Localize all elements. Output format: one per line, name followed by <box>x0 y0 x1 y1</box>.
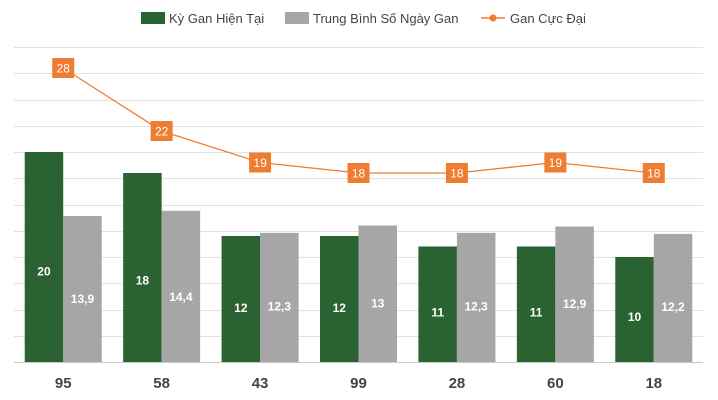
bar-average-58 <box>161 210 201 362</box>
bar-value-label: 13,9 <box>71 292 95 306</box>
category-label-60: 60 <box>547 375 564 392</box>
line-value-box <box>544 152 567 173</box>
bars: 20 18 12 12 11 11 10 13,9 14,4 12,3 13 12,3 12,9 12,2 <box>24 152 693 362</box>
bar-value-label: 13 <box>371 296 385 310</box>
bar-current-43 <box>221 236 261 362</box>
line-point-18: 18 <box>642 163 665 183</box>
line-value-box <box>249 152 272 173</box>
legend-label-max: Gan Cực Đại <box>510 11 586 26</box>
bar-current-60 <box>516 246 556 362</box>
legend-swatch-average <box>285 12 309 24</box>
line-point-28: 18 <box>445 163 468 183</box>
line-value-label: 18 <box>647 167 661 181</box>
category-label-28: 28 <box>449 375 466 392</box>
bar-value-label: 10 <box>628 310 642 324</box>
legend-item-average: Trung Bình Số Ngày Gan <box>285 11 459 26</box>
category-label-99: 99 <box>350 375 367 392</box>
category-label-95: 95 <box>55 375 72 392</box>
bar-average-99 <box>358 225 397 362</box>
line-point-99: 18 <box>347 163 370 183</box>
line-value-box <box>150 121 173 141</box>
line-value-label: 19 <box>253 156 267 170</box>
category-labels: 95 58 43 99 28 60 18 <box>55 375 662 392</box>
bar-value-label: 20 <box>37 265 51 279</box>
bar-value-label: 12,3 <box>464 299 488 313</box>
line-value-box <box>52 58 75 78</box>
bar-average-18 <box>653 233 693 362</box>
line-value-label: 19 <box>549 156 563 170</box>
line-point-95: 28 <box>52 58 75 78</box>
bar-value-label: 12,2 <box>661 300 685 314</box>
legend-label-current: Kỳ Gan Hiện Tại <box>169 11 264 26</box>
bar-value-label: 14,4 <box>169 290 193 304</box>
line-series: 28 22 19 18 18 19 18 <box>52 58 665 183</box>
bar-current-18 <box>615 257 654 362</box>
legend: Kỳ Gan Hiện Tại Trung Bình Số Ngày Gan G… <box>141 11 586 26</box>
legend-label-average: Trung Bình Số Ngày Gan <box>313 11 459 26</box>
legend-item-current: Kỳ Gan Hiện Tại <box>141 11 264 26</box>
legend-marker-max <box>489 14 497 22</box>
bar-current-58 <box>123 173 162 362</box>
line-value-label: 22 <box>155 125 169 139</box>
category-label-58: 58 <box>153 375 170 392</box>
line-point-60: 19 <box>544 152 567 173</box>
bar-value-label: 12 <box>333 301 347 315</box>
bar-value-label: 12,3 <box>268 299 292 313</box>
bar-average-28 <box>456 232 496 362</box>
line-value-box <box>445 163 468 183</box>
line-value-label: 18 <box>450 167 464 181</box>
bar-value-label: 12,9 <box>563 297 587 311</box>
line-point-58: 22 <box>150 121 173 141</box>
bar-current-95 <box>24 152 64 362</box>
bar-current-28 <box>418 246 457 362</box>
bar-current-99 <box>320 236 359 362</box>
line-value-label: 28 <box>57 62 71 76</box>
bar-value-label: 11 <box>530 305 543 319</box>
line-value-box <box>642 163 665 183</box>
line-point-43: 19 <box>249 152 272 173</box>
bar-average-95 <box>63 216 102 362</box>
category-label-43: 43 <box>252 375 269 392</box>
line-value-label: 18 <box>352 167 366 181</box>
line-value-box <box>347 163 370 183</box>
bar-average-60 <box>555 226 594 362</box>
legend-swatch-current <box>141 12 165 24</box>
bar-value-label: 11 <box>431 305 444 319</box>
bar-value-label: 12 <box>234 301 248 315</box>
bar-value-label: 18 <box>136 274 150 288</box>
bar-average-43 <box>260 232 299 362</box>
category-label-18: 18 <box>645 375 662 392</box>
legend-item-max: Gan Cực Đại <box>481 11 586 26</box>
